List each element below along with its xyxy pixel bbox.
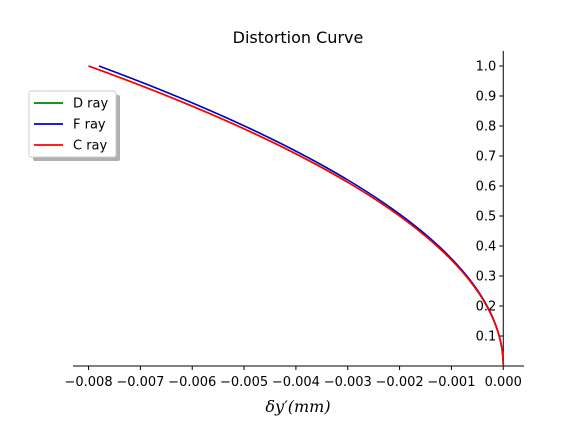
y-axis: 0.1 0.2 0.3 0.4 0.5 0.6 0.7 0.8 0.9 1.0 [476,51,504,366]
x-axis-label: δy′(mm) [265,397,330,416]
series-line-c-ray [88,65,505,367]
chart-title: Distortion Curve [233,28,364,47]
x-tick-label: −0.008 [64,375,112,390]
y-tick-label: 0.5 [476,210,497,225]
y-tick-label: 0.7 [476,150,497,165]
y-tick-label: 1.0 [476,60,497,75]
series-line-d-ray [88,65,505,367]
y-tick-label: 0.4 [476,240,497,255]
y-tick-label: 0.1 [476,330,497,345]
y-tick-label: 0.8 [476,120,497,135]
y-tick-label: 0.9 [476,90,497,105]
x-tick-label: −0.005 [220,375,268,390]
x-axis: −0.008 −0.007 −0.006 −0.005 −0.004 −0.003 −0.0… [64,365,524,390]
x-tick-label: −0.002 [376,375,424,390]
legend-label: D ray [73,97,108,112]
x-tick-label: 0.000 [485,375,522,390]
series-line-f-ray [98,65,505,367]
plot-lines [88,65,505,367]
legend-label: C ray [73,139,108,154]
legend-label: F ray [73,118,106,133]
x-tick-label: −0.001 [427,375,475,390]
legend: D ray F ray C ray [28,90,120,161]
y-tick-label: 0.6 [476,180,497,195]
y-tick-label: 0.2 [476,300,497,315]
y-tick-label: 0.3 [476,270,497,285]
x-tick-label: −0.007 [116,375,164,390]
x-tick-label: −0.004 [272,375,320,390]
legend-box [28,90,117,158]
x-tick-label: −0.003 [324,375,372,390]
x-tick-label: −0.006 [168,375,216,390]
